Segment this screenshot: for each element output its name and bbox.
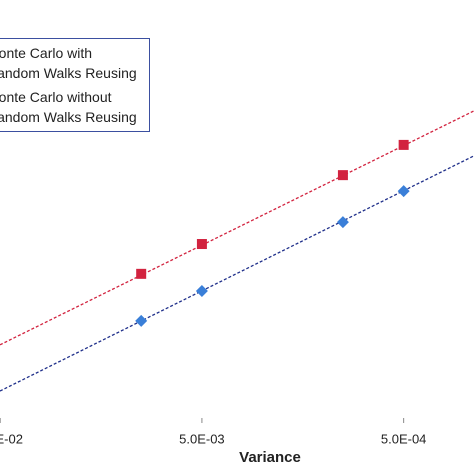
point xyxy=(196,239,207,250)
legend-entry: Monte Carlo without Random Walks Reusing xyxy=(0,89,137,125)
point xyxy=(398,139,409,150)
trendline xyxy=(0,155,474,392)
x-tick-label: 5.0E-04 xyxy=(381,431,427,446)
point xyxy=(337,170,348,181)
legend: Monte Carlo with Random Walks Reusing Mo… xyxy=(0,38,150,132)
point xyxy=(136,268,147,279)
point xyxy=(336,216,349,229)
x-tick-label: 5.0E-02 xyxy=(0,431,23,446)
legend-entry: Monte Carlo with Random Walks Reusing xyxy=(0,45,137,81)
point xyxy=(195,285,208,298)
x-axis-label: Variance xyxy=(239,449,301,466)
point xyxy=(397,185,410,198)
trendline xyxy=(0,110,474,346)
point xyxy=(135,314,148,327)
x-tick-label: 5.0E-03 xyxy=(179,431,225,446)
